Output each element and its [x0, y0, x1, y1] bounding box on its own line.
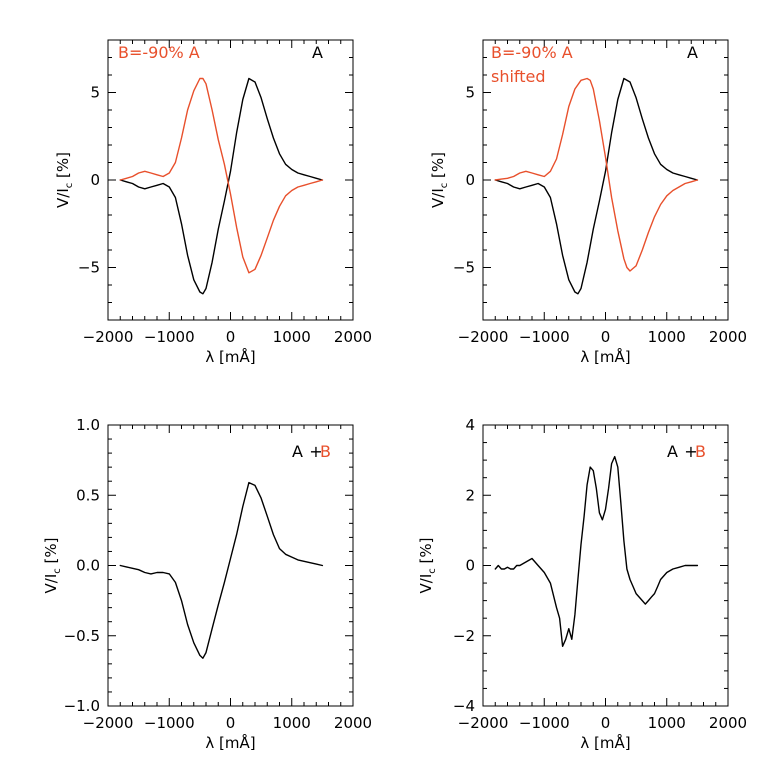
chart-panel-4: −2000 −1000 0 1000 2000 −4 −2 0 2 4 λ [mÅ] V/Ic [%]… — [417, 416, 747, 752]
x-axis-title: λ [mÅ] — [205, 733, 255, 752]
x-tick-label: −2000 — [458, 328, 509, 346]
series-line-1 — [120, 483, 322, 659]
annotation-label: A — [667, 442, 678, 461]
y-tick-label: −1.0 — [64, 697, 100, 715]
y-axis-title: V/Ic [%] — [417, 538, 438, 594]
x-tick-label: 0 — [226, 328, 236, 346]
x-tick-label: 1000 — [273, 328, 311, 346]
y-tick-label: −4 — [453, 697, 475, 715]
series-line-2 — [495, 79, 697, 272]
x-tick-label: 1000 — [648, 714, 686, 732]
x-axis-title: λ [mÅ] — [580, 733, 630, 752]
y-tick-label: 4 — [465, 416, 475, 434]
chart-panel-1: −2000 −1000 0 1000 2000 −5 0 5 λ [mÅ] V/Ic [%] B=-… — [54, 40, 372, 366]
y-tick-label: 5 — [90, 84, 100, 102]
y-axis-title: V/Ic [%] — [42, 538, 63, 594]
x-tick-label: 0 — [226, 714, 236, 732]
y-tick-label: 5 — [465, 84, 475, 102]
x-tick-label: −1000 — [144, 714, 195, 732]
series-line-1 — [120, 79, 322, 294]
annotation-label: A — [292, 442, 303, 461]
plot-frame — [108, 425, 353, 706]
y-tick-label: 1.0 — [76, 416, 100, 434]
x-axis-title: λ [mÅ] — [580, 347, 630, 366]
x-tick-label: −2000 — [83, 328, 134, 346]
y-tick-label: 0.0 — [76, 557, 100, 575]
x-tick-label: 0 — [601, 714, 611, 732]
series-line-1 — [495, 79, 697, 294]
series-line-2 — [120, 79, 322, 273]
annotation-label: A — [687, 43, 698, 62]
chart-panel-3: −2000 −1000 0 1000 2000 −1.0 −0.5 0.0 0.5 1.0 λ [m… — [42, 416, 372, 752]
annotation-label: B — [695, 442, 706, 461]
x-tick-label: 2000 — [334, 328, 372, 346]
y-tick-label: −0.5 — [64, 627, 100, 645]
x-tick-label: 0 — [601, 328, 611, 346]
x-tick-label: −2000 — [458, 714, 509, 732]
x-tick-label: 2000 — [709, 714, 747, 732]
x-tick-label: −2000 — [83, 714, 134, 732]
plot-frame — [108, 40, 353, 320]
annotation-label: shifted — [491, 67, 546, 86]
x-tick-label: 2000 — [709, 328, 747, 346]
y-tick-label: 2 — [465, 486, 475, 504]
annotation-label: B — [320, 442, 331, 461]
series-line-1 — [495, 457, 697, 647]
y-tick-label: −5 — [453, 259, 475, 277]
x-tick-label: −1000 — [519, 714, 570, 732]
x-tick-label: −1000 — [519, 328, 570, 346]
x-tick-label: 2000 — [334, 714, 372, 732]
x-axis-title: λ [mÅ] — [205, 347, 255, 366]
x-tick-label: −1000 — [144, 328, 195, 346]
y-tick-label: −5 — [78, 259, 100, 277]
y-tick-label: −2 — [453, 627, 475, 645]
x-tick-label: 1000 — [648, 328, 686, 346]
annotation-label: A — [312, 43, 323, 62]
y-axis-title: V/Ic [%] — [429, 152, 450, 208]
chart-panel-2: −2000 −1000 0 1000 2000 −5 0 5 λ [mÅ] V/Ic [%] B=-… — [429, 40, 747, 366]
y-tick-label: 0 — [465, 557, 475, 575]
y-tick-label: 0 — [465, 171, 475, 189]
x-tick-label: 1000 — [273, 714, 311, 732]
y-tick-label: 0 — [90, 171, 100, 189]
annotation-label: B=-90% A — [491, 43, 573, 62]
annotation-label: B=-90% A — [118, 43, 200, 62]
y-axis-title: V/Ic [%] — [54, 152, 75, 208]
y-tick-label: 0.5 — [76, 486, 100, 504]
